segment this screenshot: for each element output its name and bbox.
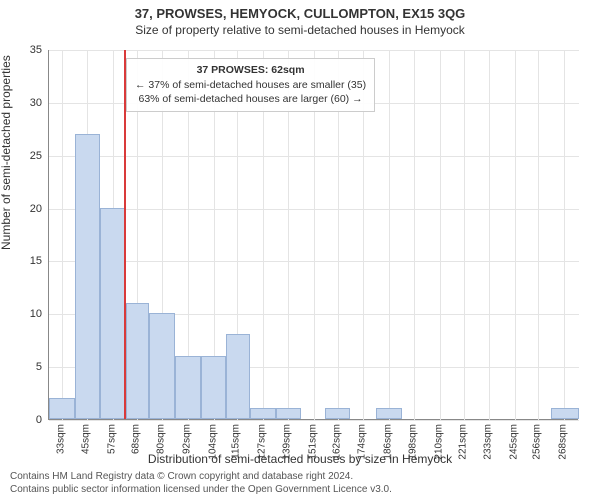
histogram-bar	[551, 408, 579, 419]
gridline-v	[464, 50, 465, 420]
x-axis-label: Distribution of semi-detached houses by …	[148, 452, 452, 466]
chart-area: 37 PROWSES: 62sqm ← 37% of semi-detached…	[48, 50, 578, 420]
xtick-label: 245sqm	[508, 424, 519, 460]
xtick-label: 268sqm	[558, 424, 569, 460]
ytick-label: 30	[12, 97, 42, 109]
ytick-label: 20	[12, 203, 42, 215]
histogram-bar	[226, 334, 250, 419]
annot-l1: 37 PROWSES: 62sqm	[135, 63, 366, 78]
chart-titles: 37, PROWSES, HEMYOCK, CULLOMPTON, EX15 3…	[0, 0, 600, 37]
histogram-bar	[325, 408, 351, 419]
histogram-bar	[376, 408, 402, 419]
sub-title: Size of property relative to semi-detach…	[0, 23, 600, 37]
main-title: 37, PROWSES, HEMYOCK, CULLOMPTON, EX15 3…	[0, 6, 600, 21]
annot-l2: ← 37% of semi-detached houses are smalle…	[135, 78, 366, 93]
gridline-v	[389, 50, 390, 420]
gridline-v	[414, 50, 415, 420]
xtick-label: 68sqm	[130, 424, 141, 454]
ytick-label: 5	[12, 361, 42, 373]
ytick-label: 10	[12, 308, 42, 320]
xtick-label: 221sqm	[457, 424, 468, 460]
xtick-label: 233sqm	[483, 424, 494, 460]
gridline-v	[564, 50, 565, 420]
annotation-box: 37 PROWSES: 62sqm ← 37% of semi-detached…	[126, 58, 375, 112]
xtick-label: 256sqm	[532, 424, 543, 460]
gridline-v	[440, 50, 441, 420]
footer-l1: Contains HM Land Registry data © Crown c…	[10, 470, 392, 483]
histogram-bar	[175, 356, 201, 419]
histogram-bar	[250, 408, 276, 419]
footer-credits: Contains HM Land Registry data © Crown c…	[10, 470, 392, 496]
xtick-label: 57sqm	[107, 424, 118, 454]
histogram-bar	[276, 408, 302, 419]
histogram-bar	[149, 313, 175, 419]
ytick-label: 0	[12, 414, 42, 426]
annot-l3: 63% of semi-detached houses are larger (…	[135, 92, 366, 107]
histogram-bar	[201, 356, 227, 419]
ytick-label: 15	[12, 255, 42, 267]
footer-l2: Contains public sector information licen…	[10, 483, 392, 496]
xtick-label: 45sqm	[81, 424, 92, 454]
histogram-bar	[75, 134, 101, 419]
gridline-v	[538, 50, 539, 420]
gridline-v	[489, 50, 490, 420]
xtick-label: 33sqm	[55, 424, 66, 454]
gridline-v	[62, 50, 63, 420]
gridline-h	[49, 420, 579, 421]
ytick-label: 35	[12, 44, 42, 56]
ytick-label: 25	[12, 150, 42, 162]
histogram-bar	[49, 398, 75, 419]
xtick-label: 80sqm	[156, 424, 167, 454]
histogram-bar	[126, 303, 150, 419]
gridline-v	[515, 50, 516, 420]
histogram-bar	[100, 208, 126, 419]
xtick-label: 92sqm	[181, 424, 192, 454]
